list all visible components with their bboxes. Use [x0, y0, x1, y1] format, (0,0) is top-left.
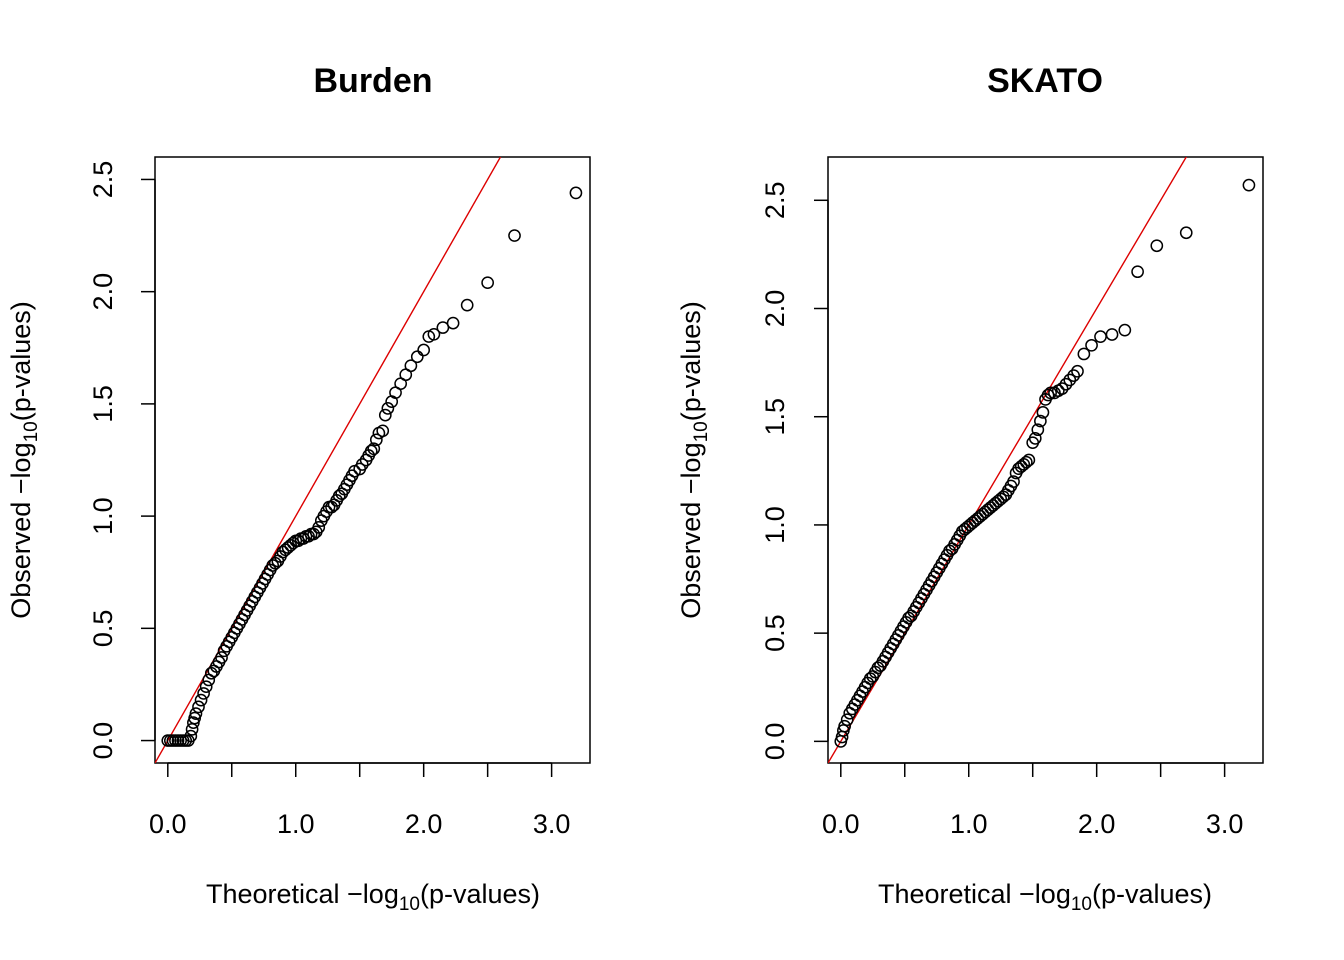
data-point: [376, 424, 390, 438]
x-tick-label: 3.0: [1206, 809, 1244, 839]
data-point: [460, 298, 474, 312]
data-point: [417, 343, 431, 357]
data-point: [838, 719, 851, 733]
y-tick-label: 1.0: [760, 506, 790, 544]
data-point: [1034, 414, 1047, 428]
y-tick-label: 2.5: [88, 161, 118, 199]
y-tick-label: 0.0: [88, 722, 118, 760]
data-point: [1063, 373, 1077, 387]
x-axis-label: Theoretical −log10(p-values): [878, 879, 1212, 915]
data-point: [199, 680, 213, 694]
x-axis: 0.0 1.0 2.0 3.0: [822, 762, 1244, 839]
data-point: [1031, 423, 1045, 437]
data-point: [410, 350, 424, 364]
x-tick-label: 2.0: [405, 809, 443, 839]
data-point: [1150, 239, 1164, 253]
data-point: [381, 402, 395, 415]
x-tick-label: 2.0: [1078, 809, 1116, 839]
y-tick-label: 2.5: [760, 182, 790, 220]
data-point: [1044, 386, 1057, 400]
data-point: [1036, 406, 1050, 419]
y-tick-label: 1.5: [760, 398, 790, 436]
data-point: [364, 444, 378, 458]
data-point: [508, 229, 521, 242]
data-point: [1071, 364, 1084, 378]
skato-qq-panel: SKATO Theoretical −log10(p-values) Obser…: [676, 62, 1264, 915]
y-tick-label: 1.0: [88, 497, 118, 535]
data-point: [369, 433, 383, 447]
y-axis-label: Observed −log10(p-values): [6, 301, 42, 619]
data-point: [378, 408, 392, 422]
y-axis: 0.0 0.5 1.0 1.5 2.0 2.5: [760, 182, 829, 761]
data-point: [192, 700, 205, 714]
data-point: [1077, 347, 1091, 361]
data-point: [436, 321, 450, 334]
data-point: [1059, 377, 1073, 391]
data-point: [1007, 475, 1020, 488]
data-point: [1131, 265, 1144, 279]
data-point: [1118, 323, 1132, 337]
panel-title: SKATO: [987, 62, 1103, 100]
x-tick-label: 3.0: [533, 809, 571, 839]
data-point: [312, 520, 326, 534]
data-point: [184, 729, 198, 743]
y-axis: 0.0 0.5 1.0 1.5 2.0 2.5: [88, 161, 156, 760]
data-point: [446, 316, 460, 330]
x-tick-label: 0.0: [822, 809, 860, 839]
data-point: [1019, 455, 1033, 469]
y-tick-label: 0.5: [760, 614, 790, 652]
data-point: [1067, 369, 1080, 382]
x-tick-label: 1.0: [950, 809, 988, 839]
data-point: [1085, 338, 1098, 352]
data-point: [404, 359, 418, 373]
plot-area: [828, 157, 1256, 763]
plot-area: [155, 157, 583, 763]
data-point: [1022, 453, 1036, 467]
y-tick-label: 2.0: [88, 273, 118, 311]
x-axis: 0.0 1.0 2.0 3.0: [149, 762, 571, 839]
data-point: [1179, 226, 1193, 240]
data-point: [840, 713, 854, 727]
data-point: [355, 458, 369, 471]
panel-title: Burden: [314, 62, 433, 100]
data-point: [1105, 328, 1119, 341]
data-point: [194, 693, 208, 707]
data-point: [427, 327, 441, 341]
y-tick-label: 1.5: [88, 385, 118, 423]
burden-qq-panel: Burden Theoretical −log10(p-values) Obse…: [6, 62, 591, 915]
x-axis-label: Theoretical −log10(p-values): [206, 879, 540, 915]
data-point: [197, 687, 210, 700]
data-point: [569, 186, 583, 200]
y-tick-label: 0.5: [88, 610, 118, 648]
data-point: [1028, 432, 1042, 445]
y-axis-label: Observed −log10(p-values): [676, 301, 712, 619]
data-point: [1242, 178, 1256, 192]
data-point: [215, 651, 228, 664]
data-point: [481, 276, 494, 290]
y-tick-label: 0.0: [760, 723, 790, 761]
data-point: [189, 707, 203, 720]
data-point: [1055, 382, 1069, 395]
x-tick-label: 1.0: [277, 809, 315, 839]
y-tick-label: 2.0: [760, 290, 790, 328]
data-point: [367, 442, 381, 456]
x-tick-label: 0.0: [149, 809, 187, 839]
